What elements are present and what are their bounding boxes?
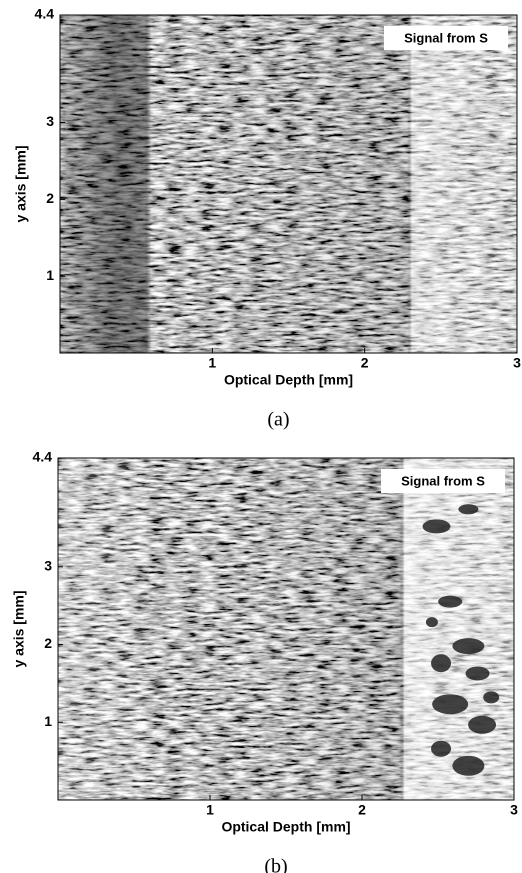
x-tick-label: 3 [513,355,521,371]
dark-region [432,694,469,715]
x-tick-label: 2 [361,355,369,371]
dark-region [438,595,463,608]
caption: (b) [264,856,287,873]
caption: (a) [267,409,289,431]
x-axis-label: Optical Depth [mm] [224,372,353,388]
dark-region [458,504,479,515]
image-frame [59,14,518,354]
annotation-box [384,26,508,50]
x-tick-label: 2 [358,802,366,818]
y-tick-label: 4.4 [35,6,55,22]
dark-region [452,755,485,776]
image-frame [57,457,515,801]
y-tick-label: 3 [44,558,52,574]
annotation: Signal from S [404,30,488,45]
y-axis-label: y axis [mm] [11,590,27,667]
y-tick-label: 4.4 [33,449,53,465]
dark-region [465,666,490,681]
dark-region [422,519,451,534]
x-tick-label: 1 [206,802,214,818]
y-axis-label: y axis [mm] [13,145,29,222]
y-tick-label: 1 [46,267,54,283]
dark-region [425,617,438,628]
dark-region [468,715,497,734]
annotation: Signal from S [401,473,485,488]
y-tick-label: 2 [46,190,54,206]
annotation-box [381,469,505,493]
x-tick-label: 3 [510,802,518,818]
dark-region [431,654,452,673]
y-tick-label: 3 [46,113,54,129]
y-tick-label: 2 [44,635,52,651]
dark-region [483,691,500,704]
dark-region [452,638,485,655]
x-tick-label: 1 [208,355,216,371]
dark-region [431,740,452,757]
x-axis-label: Optical Depth [mm] [221,819,350,835]
y-tick-label: 1 [44,713,52,729]
image-shading [60,15,517,353]
